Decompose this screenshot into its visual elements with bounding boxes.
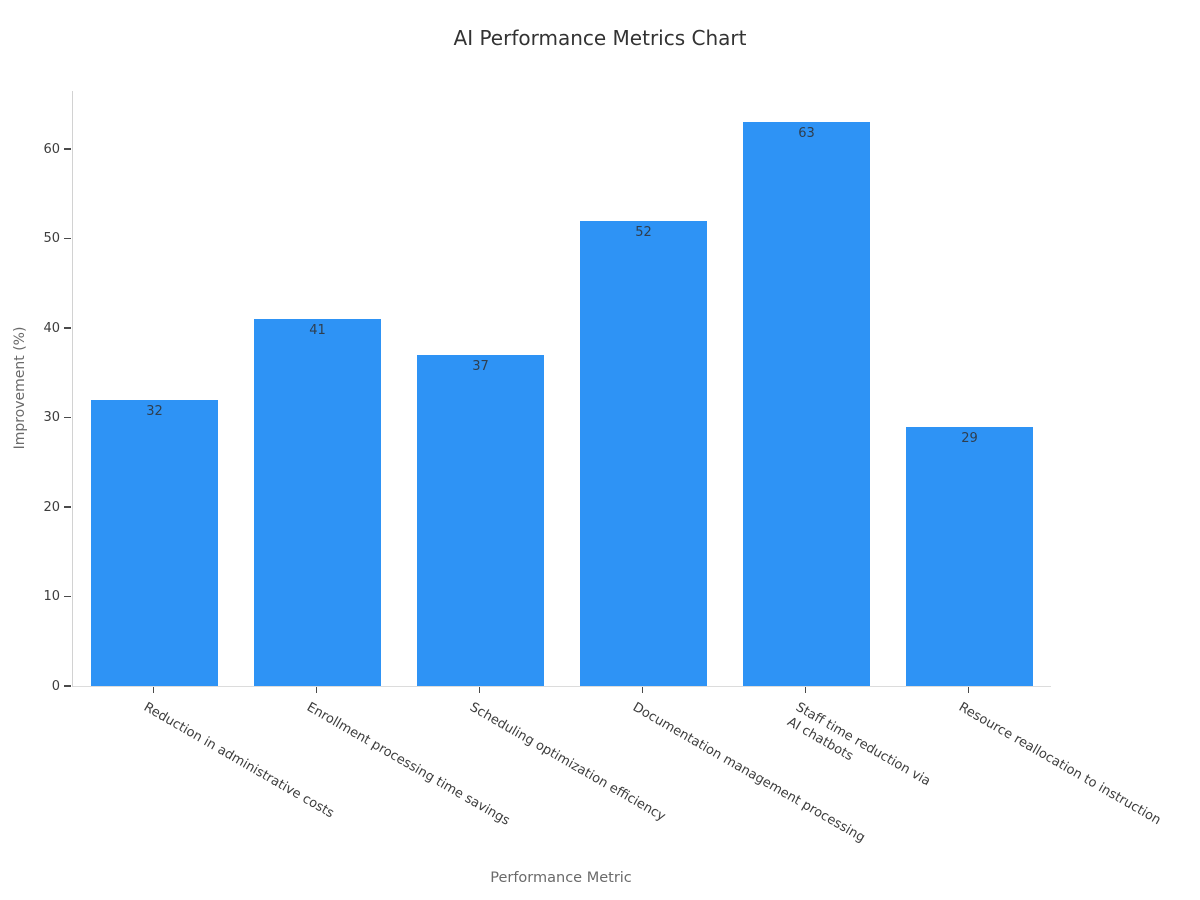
y-tick	[64, 327, 71, 329]
bar: 37	[416, 355, 545, 686]
x-tick-label: Staff time reduction via AI chatbots	[784, 699, 933, 790]
y-tick-label: 50	[43, 231, 60, 247]
bar: 63	[742, 122, 871, 686]
y-tick	[64, 148, 71, 150]
y-tick	[64, 237, 71, 240]
y-tick-label: 60	[43, 141, 60, 157]
bar-value-label: 41	[309, 323, 326, 338]
bar-value-label: 63	[798, 126, 815, 141]
x-tick	[641, 687, 644, 693]
bar-value-label: 29	[961, 431, 978, 446]
x-tick	[315, 687, 318, 693]
x-tick-label: Resource reallocation to instruction	[955, 699, 1163, 829]
y-tick	[64, 506, 71, 508]
y-tick-label: 10	[43, 589, 60, 605]
x-tick	[152, 687, 155, 693]
y-tick	[64, 685, 71, 687]
bar: 32	[90, 400, 219, 686]
y-tick-label: 0	[51, 678, 60, 694]
y-tick-label: 20	[43, 499, 60, 515]
y-axis-label: Improvement (%)	[12, 326, 28, 450]
x-tick	[804, 687, 807, 693]
y-tick-label: 30	[43, 410, 60, 426]
bar: 41	[253, 319, 382, 686]
y-tick	[64, 595, 71, 598]
x-axis-label: Performance Metric	[490, 870, 632, 886]
x-tick	[967, 687, 970, 693]
x-tick-label: Reduction in administrative costs	[140, 699, 336, 822]
bar-value-label: 52	[635, 225, 652, 240]
bar: 29	[905, 427, 1034, 686]
y-tick-label: 40	[43, 320, 60, 336]
bar-value-label: 32	[146, 404, 163, 419]
plot-area: 32 41 37 52 63 29	[72, 91, 1051, 687]
bar-value-label: 37	[472, 359, 489, 374]
bar: 52	[579, 221, 708, 686]
chart-title: AI Performance Metrics Chart	[453, 26, 747, 50]
x-tick	[478, 687, 481, 693]
y-tick	[64, 416, 71, 419]
